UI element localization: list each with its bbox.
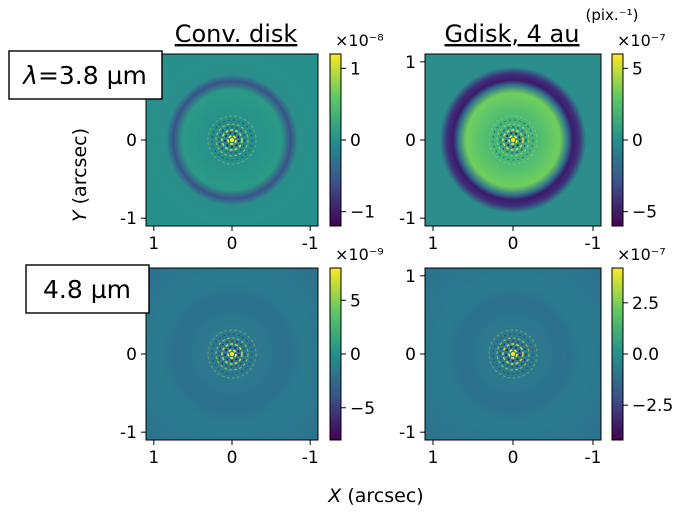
colorbar-multiplier: ×10⁻⁷: [617, 245, 666, 264]
colorbar-multiplier: ×10⁻⁸: [335, 31, 384, 50]
speckle-ring: [207, 329, 257, 379]
speckle-ring: [499, 126, 527, 154]
row-label-1: λ=3.8 µm: [21, 61, 147, 90]
colorbar-tick-label: 0: [350, 345, 361, 365]
speckle-ring: [227, 135, 237, 145]
x-tick-label: 1: [148, 448, 159, 468]
x-tick-label: 0: [227, 234, 238, 254]
speckle-ring: [211, 119, 253, 161]
x-tick-label: -1: [585, 234, 602, 254]
x-tick-label: 0: [227, 448, 238, 468]
row-label-2: 4.8 µm: [43, 275, 131, 304]
y-tick-label: 1: [405, 267, 416, 287]
center-spot: [511, 138, 515, 142]
speckle-ring: [488, 115, 538, 165]
speckle-ring: [499, 340, 527, 368]
speckle-ring: [502, 343, 524, 365]
colorbar-tick-label: −2.5: [632, 396, 673, 416]
speckle-ring: [224, 132, 240, 148]
colorbar-tick-label: 0: [350, 131, 361, 151]
y-axis-label: Y (arcsec): [69, 128, 91, 222]
speckle-ring: [496, 337, 530, 371]
x-tick-label: 1: [428, 234, 439, 254]
x-axis-label: X (arcsec): [327, 485, 423, 507]
row-label-box-1: λ=3.8 µm: [8, 50, 163, 100]
speckle-ring: [492, 333, 534, 375]
speckle-ring: [224, 346, 240, 362]
x-tick-label: -1: [585, 448, 602, 468]
speckle-ring: [505, 132, 521, 148]
row-label-box-2: 4.8 µm: [25, 264, 150, 314]
speckle-ring: [221, 343, 243, 365]
x-tick-label: 0: [508, 448, 519, 468]
center-spot: [230, 352, 234, 356]
y-tick-label: -1: [120, 209, 137, 229]
y-tick-label: -1: [399, 423, 416, 443]
speckle-ring: [492, 119, 534, 161]
y-tick-label: 0: [405, 345, 416, 365]
center-spot: [511, 352, 515, 356]
speckle-ring: [227, 349, 237, 359]
colorbar-tick-label: −1: [350, 203, 375, 223]
y-tick-label: 0: [405, 131, 416, 151]
colorbar-multiplier: ×10⁻⁷: [617, 31, 666, 50]
y-tick-label: -1: [399, 209, 416, 229]
colorbar-tick-label: 0.0: [632, 345, 659, 365]
colorbar: [329, 267, 342, 441]
colorbar-tick-label: 2.5: [632, 294, 659, 314]
speckle-ring: [502, 129, 524, 151]
speckle-ring: [211, 333, 253, 375]
panel-title-gdisk: Gdisk, 4 au: [445, 20, 580, 48]
central-speckles: [488, 329, 538, 379]
colorbar-tick-label: 0: [632, 131, 643, 151]
y-tick-label: 1: [405, 53, 416, 73]
speckle-ring: [215, 337, 249, 371]
panel-title-conv-disk: Conv. disk: [175, 20, 298, 48]
colorbar-tick-label: −5: [350, 399, 375, 419]
speckle-ring: [508, 135, 518, 145]
y-tick-label: 0: [126, 131, 137, 151]
speckle-ring: [218, 126, 246, 154]
speckle-ring: [488, 329, 538, 379]
colorbar-tick-label: 1: [350, 59, 361, 79]
x-tick-label: 1: [148, 234, 159, 254]
x-tick-label: -1: [302, 234, 319, 254]
speckle-ring: [496, 123, 530, 157]
colorbar-tick-label: 5: [350, 291, 361, 311]
colorbar-multiplier: ×10⁻⁹: [335, 245, 384, 264]
colorbar-tick-label: −5: [632, 203, 657, 223]
colorbar: [611, 53, 624, 227]
center-spot: [230, 138, 234, 142]
speckle-ring: [207, 115, 257, 165]
colorbar-unit-label: (pix.⁻¹): [586, 6, 639, 24]
panels: 1100-1-110−1×10⁻⁸1100-1-150−5×10⁻⁷1100-1…: [120, 31, 673, 468]
central-speckles: [207, 115, 257, 165]
central-speckles: [488, 115, 538, 165]
speckle-ring: [218, 340, 246, 368]
colorbar: [329, 53, 342, 227]
colorbar-tick-label: 5: [632, 59, 643, 79]
speckle-ring: [508, 349, 518, 359]
central-speckles: [207, 329, 257, 379]
speckle-ring: [505, 346, 521, 362]
x-tick-label: 0: [508, 234, 519, 254]
x-tick-label: -1: [302, 448, 319, 468]
colorbar: [611, 267, 624, 441]
speckle-ring: [215, 123, 249, 157]
y-tick-label: 0: [126, 345, 137, 365]
speckle-ring: [221, 129, 243, 151]
y-tick-label: -1: [120, 423, 137, 443]
x-tick-label: 1: [428, 448, 439, 468]
